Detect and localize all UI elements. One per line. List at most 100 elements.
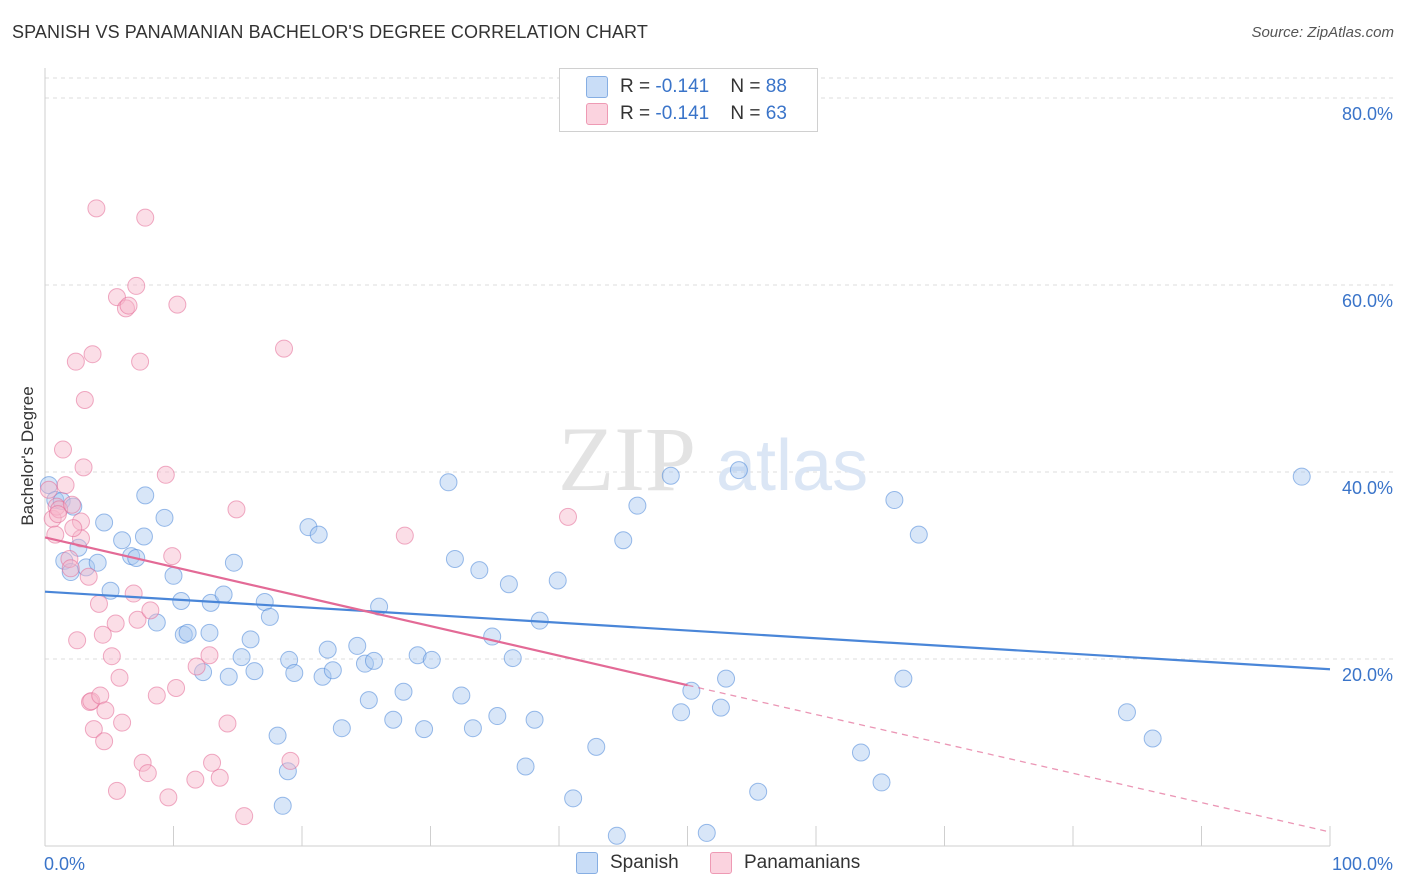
point-spanish [278, 762, 297, 781]
point-spanish [232, 648, 251, 667]
legend-swatch-spanish [586, 76, 608, 98]
legend-item-panamanians: Panamanians [710, 852, 860, 874]
point-panamanians [53, 440, 72, 459]
point-spanish [470, 561, 489, 580]
point-spanish [1143, 729, 1162, 748]
point-panamanians [131, 352, 150, 371]
point-spanish [729, 461, 748, 480]
legend-swatch-spanish [576, 852, 598, 874]
legend-r-value: -0.141 [655, 103, 710, 124]
point-spanish [1117, 703, 1136, 722]
x-tick-label: 100.0% [1332, 854, 1393, 874]
point-spanish [885, 491, 904, 510]
point-panamanians [48, 505, 67, 524]
point-spanish [614, 531, 633, 550]
point-panamanians [71, 512, 90, 531]
point-panamanians [61, 559, 80, 578]
y-tick-label: 60.0% [1342, 291, 1393, 311]
point-panamanians [110, 668, 129, 687]
legend-item-spanish: Spanish [576, 852, 679, 874]
point-spanish [164, 566, 183, 585]
point-panamanians [93, 625, 112, 644]
trend-lines [44, 536, 1331, 833]
point-spanish [309, 525, 328, 544]
point-spanish [503, 649, 522, 668]
legend-r-label: R = [620, 103, 656, 124]
point-spanish [95, 513, 114, 532]
point-panamanians [47, 497, 66, 516]
point-spanish [628, 496, 647, 515]
legend-n-value: 63 [765, 103, 787, 124]
legend-swatch-panamanians [586, 103, 608, 125]
point-spanish [359, 691, 378, 710]
point-panamanians [235, 807, 254, 826]
point-spanish [394, 682, 413, 701]
x-tick-label: 0.0% [44, 854, 85, 874]
point-spanish [299, 518, 318, 537]
point-panamanians [275, 339, 294, 358]
point-panamanians [80, 693, 99, 712]
point-spanish [697, 823, 716, 842]
point-spanish [909, 525, 928, 544]
point-spanish [245, 662, 264, 681]
point-panamanians [39, 480, 58, 499]
point-panamanians [141, 601, 160, 620]
point-panamanians [89, 594, 108, 613]
point-spanish [408, 646, 427, 665]
point-spanish [661, 466, 680, 485]
legend-label-spanish: Spanish [610, 852, 679, 873]
point-panamanians [66, 352, 85, 371]
point-panamanians [102, 647, 121, 666]
point-spanish [323, 661, 342, 680]
axes [44, 68, 1331, 847]
point-panamanians [56, 476, 75, 495]
point-panamanians [200, 646, 219, 665]
point-spanish [525, 710, 544, 729]
point-panamanians [113, 713, 132, 732]
point-panamanians [107, 781, 126, 800]
point-panamanians [218, 714, 237, 733]
point-panamanians [60, 549, 79, 568]
legend-n-label: N = [730, 103, 766, 124]
point-spanish [332, 719, 351, 738]
point-panamanians [64, 519, 83, 538]
point-panamanians [128, 610, 147, 629]
point-spanish [260, 607, 279, 626]
point-spanish [88, 553, 107, 572]
point-panamanians [395, 526, 414, 545]
point-panamanians [558, 507, 577, 526]
point-panamanians [281, 751, 300, 770]
point-spanish [711, 698, 730, 717]
point-spanish [564, 789, 583, 808]
point-spanish [516, 757, 535, 776]
y-tick-label: 20.0% [1342, 665, 1393, 685]
point-spanish [224, 553, 243, 572]
point-panamanians [83, 345, 102, 364]
y-tick-label: 80.0% [1342, 104, 1393, 124]
point-panamanians [74, 458, 93, 477]
point-spanish [241, 630, 260, 649]
point-spanish [587, 737, 606, 756]
watermark-zip: ZIP [558, 408, 696, 510]
stats-legend: R = -0.141 N = 88 R = -0.141 N = 63 [559, 68, 818, 132]
tick-labels: 20.0% 40.0% 60.0% 80.0% 0.0% 100.0% [44, 104, 1393, 874]
point-spanish [872, 773, 891, 792]
y-tick-label: 40.0% [1342, 478, 1393, 498]
point-spanish [851, 743, 870, 762]
point-panamanians [210, 768, 229, 787]
point-panamanians [163, 547, 182, 566]
point-panamanians [186, 770, 205, 789]
point-panamanians [127, 276, 146, 295]
point-panamanians [187, 657, 206, 676]
legend-r-value: -0.141 [655, 76, 710, 97]
point-spanish [318, 640, 337, 659]
point-panamanians [138, 764, 157, 783]
point-spanish [214, 585, 233, 604]
trend-line-panamanians [44, 536, 688, 687]
point-panamanians [159, 788, 178, 807]
point-spanish [155, 508, 174, 527]
point-spanish [682, 681, 701, 700]
legend-n-value: 88 [765, 76, 787, 97]
point-panamanians [91, 686, 110, 705]
